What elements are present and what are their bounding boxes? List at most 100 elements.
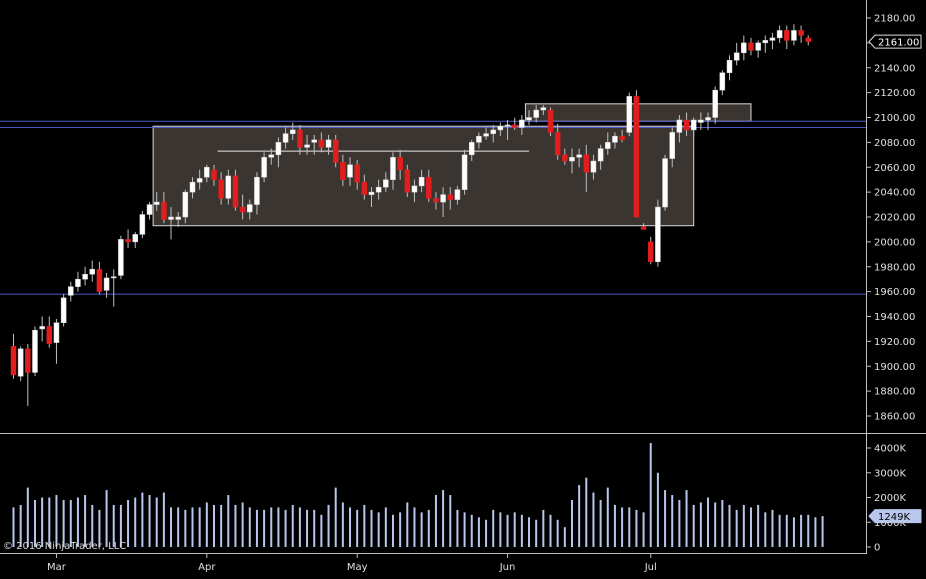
candle-body	[748, 42, 754, 51]
candle-body	[741, 42, 747, 54]
time-axis-label: Jul	[644, 562, 657, 573]
volume-bar	[76, 497, 79, 547]
candle	[798, 25, 804, 43]
candle-body	[705, 117, 711, 121]
candle	[196, 169, 203, 190]
candle-body	[733, 52, 740, 61]
current-value-markers: 2161.00 1249K	[868, 34, 922, 523]
candle-body	[655, 206, 661, 263]
candle	[254, 172, 260, 215]
candle-body	[239, 206, 246, 213]
candle-body	[583, 154, 590, 173]
candle-body	[196, 178, 203, 183]
volume-bar	[506, 514, 509, 547]
volume-bar	[148, 495, 151, 547]
candle	[698, 112, 704, 130]
volume-bar	[692, 504, 695, 547]
volume-bar	[241, 502, 244, 547]
candle	[60, 294, 67, 327]
volume-bar	[234, 504, 237, 547]
volume-bar	[377, 512, 380, 547]
volume-bar	[33, 499, 36, 547]
price-tick-label: 2120.00	[874, 88, 915, 99]
candle-body	[17, 348, 24, 377]
volume-bar	[162, 492, 165, 547]
candle	[354, 159, 360, 190]
volume-bar	[757, 504, 760, 547]
candle	[533, 105, 539, 123]
candle-body	[189, 181, 196, 193]
volume-bar	[112, 504, 115, 547]
candle-body	[125, 239, 131, 243]
volume-bar	[671, 495, 674, 547]
candle	[791, 24, 797, 46]
candle	[504, 119, 511, 140]
volume-bar	[442, 490, 445, 547]
candle-body	[110, 276, 117, 279]
candle-body	[633, 96, 640, 218]
volume-bar	[535, 519, 538, 547]
volume-bar	[456, 509, 459, 547]
candle	[46, 316, 53, 348]
candle	[397, 149, 403, 180]
price-tick-label: 2100.00	[874, 113, 915, 124]
volume-bar	[26, 487, 29, 547]
candle-body	[397, 157, 403, 170]
current-price-marker: 2161.00	[868, 34, 922, 49]
volume-bar	[470, 514, 473, 547]
candle	[805, 35, 812, 46]
volume-bar	[800, 514, 803, 547]
candle	[225, 169, 232, 205]
candle	[25, 343, 31, 407]
volume-bar	[155, 497, 158, 547]
candle-body	[769, 37, 776, 41]
volume-tick-label: 4000K	[874, 444, 906, 455]
candle-body	[32, 329, 38, 373]
volume-tick-label: 0	[874, 543, 880, 554]
candle	[332, 134, 339, 168]
candle-body	[383, 179, 389, 188]
volume-bar	[19, 504, 22, 547]
candle-body	[719, 72, 726, 91]
candle	[10, 333, 17, 379]
candle-body	[103, 277, 110, 291]
candle-body	[211, 169, 217, 180]
candle-body	[791, 30, 797, 41]
candle-body	[368, 191, 375, 195]
candle	[118, 235, 124, 280]
candle-body	[726, 60, 733, 73]
candle-body	[340, 162, 346, 180]
copyright-label: © 2016 NinjaTrader, LLC	[3, 541, 127, 552]
volume-bar	[749, 507, 752, 547]
price-tick-label: 2080.00	[874, 138, 915, 149]
volume-tick-label: 1000K	[874, 518, 906, 529]
candle	[447, 187, 454, 210]
candle	[490, 124, 496, 143]
candle	[347, 157, 353, 186]
candle-body	[776, 30, 783, 39]
candle	[683, 112, 690, 137]
volume-bar	[363, 504, 366, 547]
volume-bar	[599, 499, 602, 547]
price-tick-label: 2140.00	[874, 63, 915, 74]
axes	[0, 0, 926, 554]
candle-body	[268, 154, 275, 158]
candle-body	[39, 326, 45, 330]
volume-bar	[463, 512, 466, 547]
volume-bar	[341, 502, 344, 547]
candle	[275, 137, 282, 168]
volume-bar	[635, 509, 638, 547]
volume-bar	[513, 512, 516, 547]
volume-bar	[528, 517, 531, 547]
volume-bar	[621, 507, 624, 547]
volume-bar	[62, 499, 65, 547]
candle-body	[289, 129, 296, 134]
price-tick-label: 1920.00	[874, 337, 915, 348]
price-tick-label: 1940.00	[874, 312, 915, 323]
candle-body	[762, 40, 769, 44]
volume-bar	[291, 504, 294, 547]
current-price-marker-text: 2161.00	[878, 38, 919, 49]
volume-bar	[742, 504, 745, 547]
volume-bar	[334, 487, 337, 547]
